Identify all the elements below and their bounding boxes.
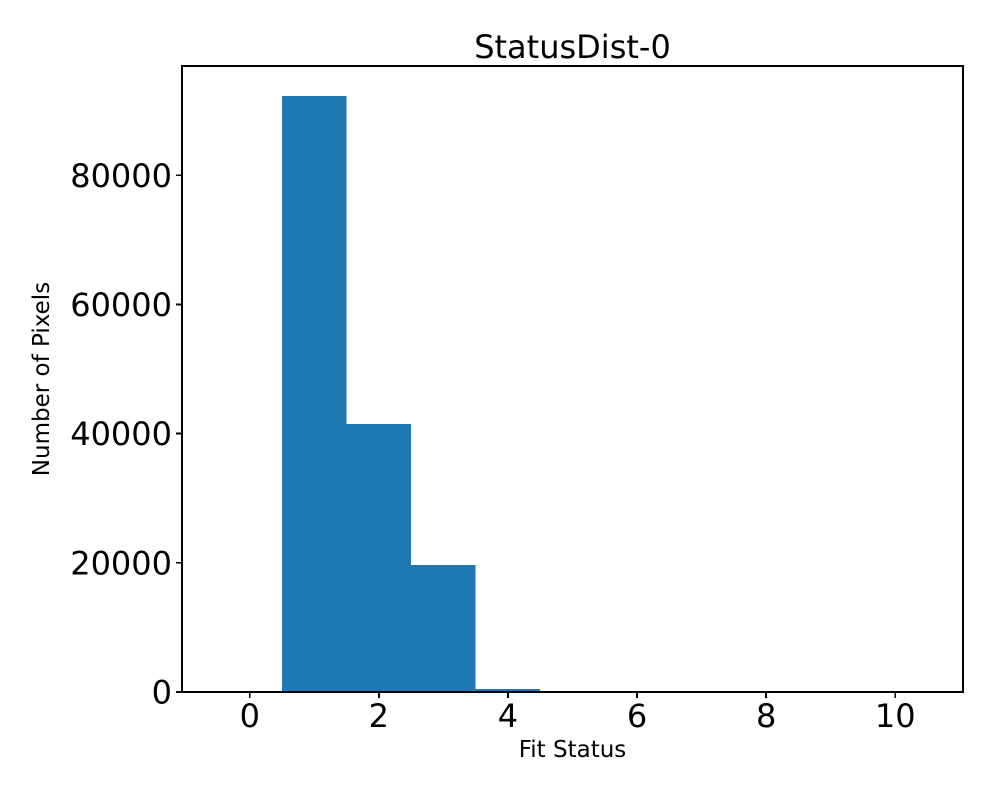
x-tick-label: 8 bbox=[756, 697, 776, 735]
x-tick-label: 2 bbox=[369, 697, 389, 735]
x-tick-label: 6 bbox=[627, 697, 647, 735]
x-axis-label: Fit Status bbox=[519, 737, 627, 763]
y-tick-label: 80000 bbox=[70, 157, 172, 195]
y-tick-label: 40000 bbox=[70, 415, 172, 453]
histogram-bar bbox=[411, 564, 476, 692]
chart-title: StatusDist-0 bbox=[474, 28, 671, 66]
x-tick-label: 4 bbox=[498, 697, 518, 735]
x-tick-label: 10 bbox=[875, 697, 916, 735]
axes-frame bbox=[181, 65, 964, 693]
y-axis-label: Number of Pixels bbox=[29, 282, 55, 476]
y-tick-label: 60000 bbox=[70, 286, 172, 324]
x-tick-label: 0 bbox=[240, 697, 260, 735]
histogram-bar bbox=[346, 423, 412, 692]
histogram-bar bbox=[475, 688, 541, 692]
y-tick-label: 0 bbox=[152, 674, 172, 712]
histogram-bar bbox=[282, 95, 347, 693]
y-tick-label: 20000 bbox=[70, 544, 172, 582]
ticks-layer: 0 2 4 6 8 10 0 20000 40000 60000 80000 bbox=[70, 157, 915, 735]
bars-layer bbox=[282, 95, 541, 693]
